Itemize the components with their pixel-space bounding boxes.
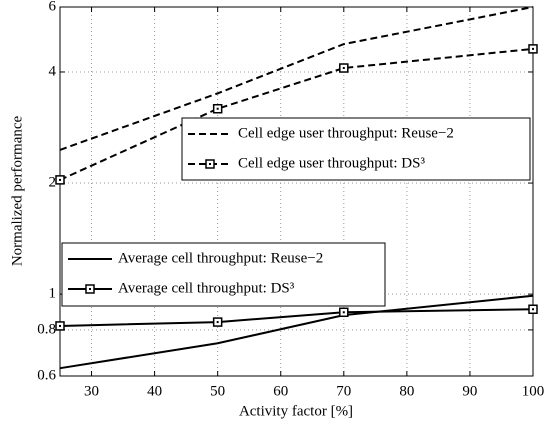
data-point-dot xyxy=(342,311,345,314)
x-tick-label: 60 xyxy=(273,383,288,399)
x-tick-label: 40 xyxy=(147,383,162,399)
data-point-dot xyxy=(216,107,219,110)
y-tick-label: 4 xyxy=(49,63,57,79)
y-tick-label: 6 xyxy=(49,0,57,14)
series-line xyxy=(59,294,534,370)
legend-marker-dot xyxy=(209,163,211,165)
data-point-dot xyxy=(59,178,61,181)
legend-label: Average cell throughput: Reuse−2 xyxy=(118,250,323,266)
legend-marker-dot xyxy=(89,288,91,290)
y-tick-label: 0.8 xyxy=(37,321,56,337)
data-point-dot xyxy=(342,67,345,70)
data-point-dot xyxy=(59,324,61,327)
y-tick-label: 0.6 xyxy=(37,367,56,383)
legend-label: Average cell throughput: DS³ xyxy=(118,280,295,296)
series-line xyxy=(59,6,534,151)
y-axis-label: Normalized performance xyxy=(9,115,25,266)
x-tick-label: 50 xyxy=(210,383,225,399)
legend-box xyxy=(181,117,531,181)
x-tick-label: 100 xyxy=(522,383,545,399)
x-tick-label: 90 xyxy=(462,383,477,399)
x-axis-label: Activity factor [%] xyxy=(239,403,353,419)
legend-label: Cell edge user throughput: Reuse−2 xyxy=(238,125,454,141)
x-tick-label: 70 xyxy=(336,383,351,399)
legend-label: Cell edge user throughput: DS³ xyxy=(238,155,425,171)
data-point-dot xyxy=(532,47,534,50)
legend-box xyxy=(61,242,386,307)
plot-frame xyxy=(59,6,534,377)
legend: Average cell throughput: Reuse−2 Average … xyxy=(61,242,386,307)
data-point-dot xyxy=(216,321,219,324)
legend: Cell edge user throughput: Reuse−2 Cell e… xyxy=(181,117,531,181)
x-tick-label: 80 xyxy=(399,383,414,399)
x-tick-label: 30 xyxy=(84,383,99,399)
y-tick-label: 2 xyxy=(49,174,57,190)
data-point-dot xyxy=(532,308,534,311)
series-line xyxy=(59,308,534,327)
y-tick-label: 1 xyxy=(49,286,57,302)
series-line xyxy=(59,47,534,181)
